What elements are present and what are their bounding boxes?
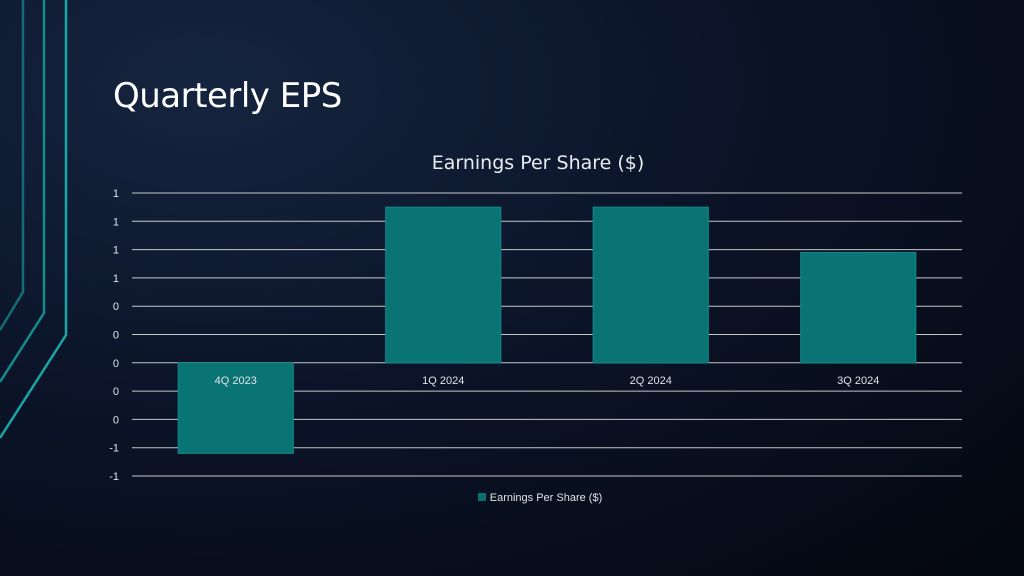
bar: [385, 206, 502, 364]
y-tick-label: 1: [113, 188, 119, 200]
bar: [592, 206, 709, 364]
y-tick-label: 0: [113, 301, 119, 313]
y-tick-label: -1: [109, 443, 119, 455]
decorative-accent-lines: [0, 0, 68, 439]
x-tick-label: 4Q 2023: [215, 375, 257, 387]
legend-swatch: [477, 493, 486, 501]
y-tick-label: 0: [113, 386, 119, 398]
accent-line-outer: [0, 0, 68, 439]
chart-legend: Earnings Per Share ($): [0, 492, 1024, 504]
accent-line-inner: [0, 0, 25, 331]
bar: [800, 251, 917, 364]
y-tick-label: 1: [113, 245, 119, 257]
slide-title: Quarterly EPS: [113, 76, 342, 116]
y-tick-label: 1: [113, 216, 119, 228]
y-tick-label: 0: [113, 358, 119, 370]
y-tick-label: 0: [113, 330, 119, 342]
x-tick-label: 2Q 2024: [630, 375, 672, 387]
y-tick-label: 0: [113, 414, 119, 426]
legend-label: Earnings Per Share ($): [489, 492, 603, 504]
x-tick-label: 1Q 2024: [422, 375, 464, 387]
x-tick-label: 3Q 2024: [837, 375, 879, 387]
chart-title: Earnings Per Share ($): [431, 152, 645, 174]
y-tick-label: 1: [113, 273, 119, 285]
accent-line-middle: [0, 0, 46, 383]
bar: [177, 362, 294, 454]
y-tick-label: -1: [109, 471, 119, 483]
